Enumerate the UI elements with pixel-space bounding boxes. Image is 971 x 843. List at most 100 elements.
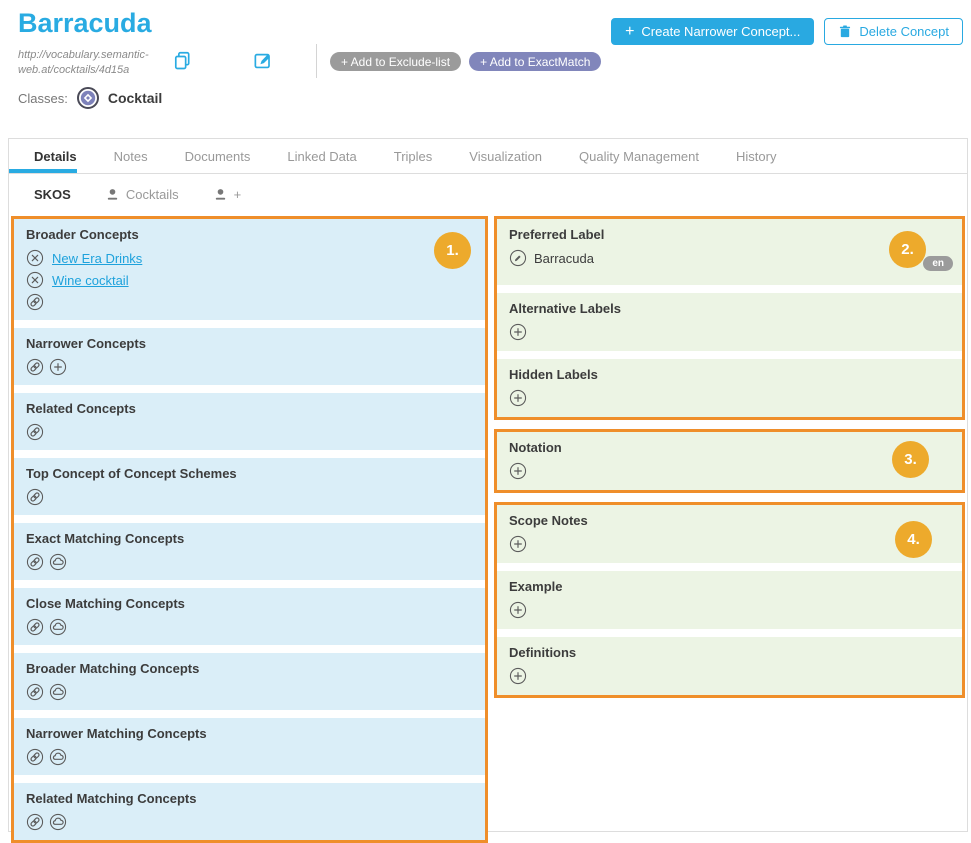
header-badges: + Add to Exclude-list + Add to ExactMatc… bbox=[330, 52, 602, 71]
tab-notes[interactable]: Notes bbox=[113, 149, 148, 164]
section-definitions: Definitions bbox=[497, 637, 962, 695]
section-narrower-concepts: Narrower Concepts bbox=[14, 328, 485, 385]
classes-label: Classes: bbox=[18, 90, 68, 106]
delete-concept-label: Delete Concept bbox=[859, 24, 949, 39]
section-exact-matching-concepts: Exact Matching Concepts bbox=[14, 523, 485, 580]
add-to-exactmatch-button[interactable]: + Add to ExactMatch bbox=[469, 52, 602, 71]
header: Barracuda http://vocabulary.semantic- we… bbox=[0, 0, 971, 138]
add-icon[interactable] bbox=[509, 462, 527, 480]
section-title: Narrower Concepts bbox=[26, 336, 146, 351]
classes-row: Classes: Cocktail bbox=[18, 86, 162, 110]
lookup-icon[interactable] bbox=[49, 553, 67, 571]
tab-details[interactable]: Details bbox=[9, 139, 77, 173]
notation-group: 3. Notation bbox=[494, 429, 965, 493]
subtab-add-label: + bbox=[233, 186, 242, 202]
subtab-bar: SKOS Cocktails + bbox=[9, 174, 967, 214]
create-narrower-concept-button[interactable]: + Create Narrower Concept... bbox=[611, 18, 815, 45]
class-name: Cocktail bbox=[107, 90, 163, 106]
section-title: Hidden Labels bbox=[509, 367, 598, 382]
section-title: Related Matching Concepts bbox=[26, 791, 197, 806]
tab-visualization[interactable]: Visualization bbox=[469, 149, 543, 164]
add-icon[interactable] bbox=[509, 667, 527, 685]
subtab-cocktails[interactable]: Cocktails bbox=[105, 187, 179, 202]
section-notation: Notation bbox=[497, 432, 962, 490]
person-icon bbox=[105, 187, 120, 202]
tab-bar: Details Notes Documents Linked Data Trip… bbox=[9, 139, 967, 174]
link-icon[interactable] bbox=[26, 813, 44, 831]
section-alternative-labels: Alternative Labels bbox=[497, 293, 962, 351]
labels-group: 2. Preferred Label Barracuda en Alternat… bbox=[494, 216, 965, 420]
plus-icon: + bbox=[625, 22, 635, 40]
section-related-matching-concepts: Related Matching Concepts bbox=[14, 783, 485, 840]
details-panel: Details Notes Documents Linked Data Trip… bbox=[8, 138, 968, 843]
lookup-icon[interactable] bbox=[49, 813, 67, 831]
lookup-icon[interactable] bbox=[49, 618, 67, 636]
remove-icon[interactable] bbox=[26, 271, 44, 289]
section-title: Related Concepts bbox=[26, 401, 136, 416]
create-narrower-concept-label: Create Narrower Concept... bbox=[641, 24, 801, 39]
tab-quality-management[interactable]: Quality Management bbox=[579, 149, 699, 164]
section-title: Broader Concepts bbox=[26, 227, 139, 242]
annotation-marker-1: 1. bbox=[434, 232, 471, 269]
section-title: Narrower Matching Concepts bbox=[26, 726, 207, 741]
section-title: Example bbox=[509, 579, 563, 594]
copy-icon[interactable] bbox=[172, 50, 193, 71]
add-icon[interactable] bbox=[509, 601, 527, 619]
add-icon[interactable] bbox=[509, 323, 527, 341]
section-title: Scope Notes bbox=[509, 513, 588, 528]
tab-history[interactable]: History bbox=[736, 149, 777, 164]
section-title: Exact Matching Concepts bbox=[26, 531, 185, 546]
add-icon[interactable] bbox=[509, 535, 527, 553]
link-icon[interactable] bbox=[26, 488, 44, 506]
link-icon[interactable] bbox=[26, 423, 44, 441]
concept-title: Barracuda bbox=[18, 8, 152, 38]
section-broader-matching-concepts: Broader Matching Concepts bbox=[14, 653, 485, 710]
delete-concept-button[interactable]: Delete Concept bbox=[824, 18, 963, 45]
subtab-skos[interactable]: SKOS bbox=[34, 186, 71, 202]
add-to-exclude-list-button[interactable]: + Add to Exclude-list bbox=[330, 52, 462, 71]
broader-concept-link[interactable]: New Era Drinks bbox=[52, 250, 143, 266]
section-title: Broader Matching Concepts bbox=[26, 661, 200, 676]
section-top-concept-of-schemes: Top Concept of Concept Schemes bbox=[14, 458, 485, 515]
person-icon bbox=[213, 187, 228, 202]
tab-linked-data[interactable]: Linked Data bbox=[287, 149, 357, 164]
lookup-icon[interactable] bbox=[49, 683, 67, 701]
list-item: Wine cocktail bbox=[26, 271, 473, 289]
section-hidden-labels: Hidden Labels bbox=[497, 359, 962, 417]
link-icon[interactable] bbox=[26, 553, 44, 571]
section-narrower-matching-concepts: Narrower Matching Concepts bbox=[14, 718, 485, 775]
section-title: Alternative Labels bbox=[509, 301, 621, 316]
edit-value-icon[interactable] bbox=[509, 249, 527, 267]
remove-icon[interactable] bbox=[26, 249, 44, 267]
annotation-marker-2: 2. bbox=[889, 231, 926, 268]
concept-uri-line2: web.at/cocktails/4d15a bbox=[18, 64, 130, 77]
lookup-icon[interactable] bbox=[49, 748, 67, 766]
add-icon[interactable] bbox=[49, 358, 67, 376]
section-close-matching-concepts: Close Matching Concepts bbox=[14, 588, 485, 645]
subtab-add-scheme[interactable]: + bbox=[213, 186, 242, 202]
edit-icon[interactable] bbox=[252, 50, 273, 71]
tab-documents[interactable]: Documents bbox=[184, 149, 251, 164]
link-icon[interactable] bbox=[26, 618, 44, 636]
section-example: Example bbox=[497, 571, 962, 629]
tab-triples[interactable]: Triples bbox=[393, 149, 433, 164]
link-icon[interactable] bbox=[26, 358, 44, 376]
notes-group: 4. Scope Notes Example bbox=[494, 502, 965, 698]
annotation-marker-4: 4. bbox=[895, 521, 932, 558]
section-title: Close Matching Concepts bbox=[26, 596, 185, 611]
section-scope-notes: Scope Notes bbox=[497, 505, 962, 563]
language-badge: en bbox=[923, 256, 953, 271]
details-content: 1. Broader Concepts New Era Drinks Wine … bbox=[9, 214, 967, 843]
list-item: New Era Drinks bbox=[26, 249, 473, 267]
link-icon[interactable] bbox=[26, 683, 44, 701]
concept-uri: http://vocabulary.semantic- web.at/cockt… bbox=[18, 48, 168, 79]
concept-class-icon bbox=[76, 86, 100, 110]
add-icon[interactable] bbox=[509, 389, 527, 407]
annotation-marker-3: 3. bbox=[892, 441, 929, 478]
link-icon[interactable] bbox=[26, 293, 44, 311]
broader-concept-link[interactable]: Wine cocktail bbox=[52, 272, 129, 288]
section-title: Top Concept of Concept Schemes bbox=[26, 466, 237, 481]
link-icon[interactable] bbox=[26, 748, 44, 766]
section-related-concepts: Related Concepts bbox=[14, 393, 485, 450]
labels-column: 2. Preferred Label Barracuda en Alternat… bbox=[494, 216, 965, 698]
